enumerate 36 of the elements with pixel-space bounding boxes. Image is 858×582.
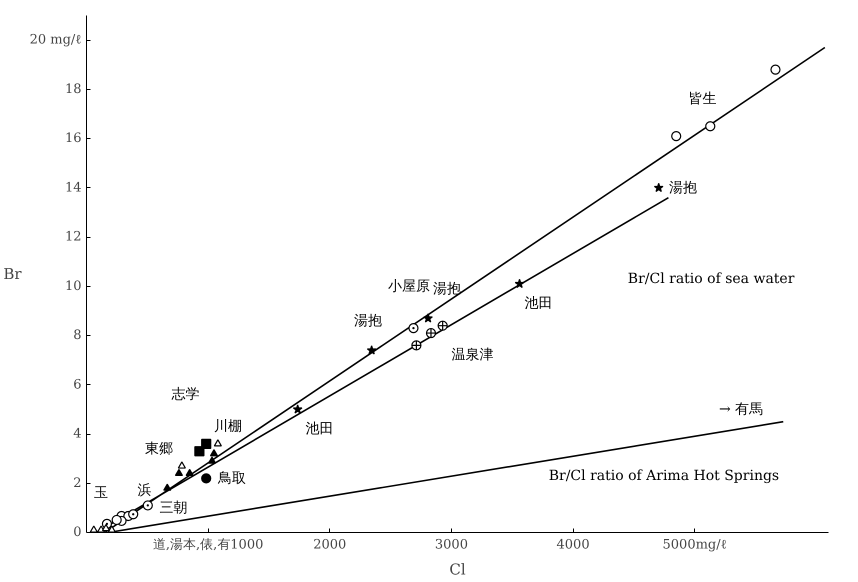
x-axis-title: Cl [449, 560, 466, 578]
y-tick-label: 6 [73, 377, 82, 392]
y-tick-label: 12 [64, 230, 82, 245]
annotation: → 有馬 [719, 401, 764, 418]
y-tick-label: 0 [73, 525, 82, 540]
annotation: 三朝 [159, 500, 188, 516]
annotation: 温泉津 [451, 347, 494, 364]
annotation: 小屋原 [388, 278, 430, 294]
annotation: 玉 [94, 485, 108, 502]
annotation: Br/Cl ratio of Arima Hot Springs [548, 468, 780, 484]
y-tick-label: 14 [64, 180, 82, 196]
annotation: 湯抱 [354, 312, 382, 329]
annotation: Br/Cl ratio of sea water [628, 270, 795, 287]
x-tick-label: 4000 [556, 538, 590, 552]
y-tick-label: 10 [64, 278, 82, 294]
y-tick-label: 16 [64, 131, 82, 146]
y-tick-label: 2 [73, 476, 82, 491]
annotation: 皆生 [688, 91, 717, 108]
annotation: 東郷 [144, 440, 173, 457]
y-tick-label: 20 mg/ℓ [30, 32, 82, 48]
annotation: 湯抱 [433, 280, 462, 297]
annotation: 川棚 [214, 418, 242, 435]
y-tick-label: 18 [64, 82, 82, 97]
annotation: 湯抱 [669, 180, 698, 196]
x-tick-label: 道,湯本,俵,有1000 [152, 538, 264, 552]
x-tick-label: 5000mg/ℓ [662, 538, 727, 552]
annotation: 浜 [138, 482, 152, 499]
annotation: 志学 [172, 386, 200, 403]
annotation: 鳥取 [216, 470, 246, 486]
x-tick-label: 2000 [313, 538, 346, 552]
y-tick-label: 8 [73, 328, 82, 344]
y-tick-label: 4 [73, 426, 82, 442]
annotation: 池田 [305, 421, 334, 438]
y-axis-title: Br [3, 265, 22, 283]
annotation: 池田 [524, 296, 552, 312]
x-tick-label: 3000 [434, 538, 468, 552]
